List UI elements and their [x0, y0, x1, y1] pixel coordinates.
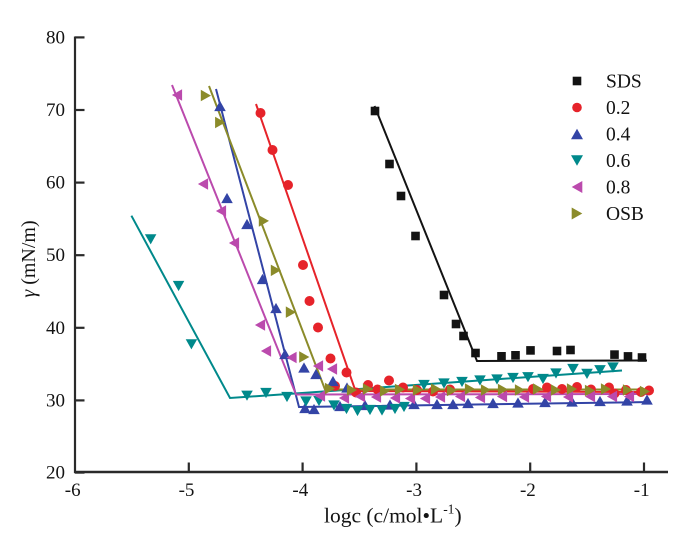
svg-text:30: 30 [46, 390, 65, 411]
svg-text:0.4: 0.4 [606, 125, 631, 146]
svg-text:-5: -5 [179, 480, 195, 501]
svg-text:0.6: 0.6 [606, 151, 631, 172]
svg-text:60: 60 [46, 173, 65, 194]
svg-text:-6: -6 [65, 480, 81, 501]
svg-text:γ (mN/m): γ (mN/m) [18, 220, 40, 297]
svg-text:50: 50 [46, 245, 65, 266]
svg-text:40: 40 [46, 318, 65, 339]
svg-text:-2: -2 [520, 480, 536, 501]
svg-text:-4: -4 [292, 480, 308, 501]
svg-text:0.8: 0.8 [606, 178, 630, 199]
svg-text:SDS: SDS [606, 72, 642, 93]
svg-text:70: 70 [46, 100, 65, 121]
svg-text:20: 20 [46, 463, 65, 484]
svg-text:OSB: OSB [606, 204, 644, 225]
svg-text:logc (c/mol•L-1): logc (c/mol•L-1) [324, 502, 462, 528]
svg-text:0.2: 0.2 [606, 98, 630, 119]
svg-text:-1: -1 [634, 480, 650, 501]
svg-text:80: 80 [46, 27, 65, 48]
svg-text:-3: -3 [406, 480, 422, 501]
